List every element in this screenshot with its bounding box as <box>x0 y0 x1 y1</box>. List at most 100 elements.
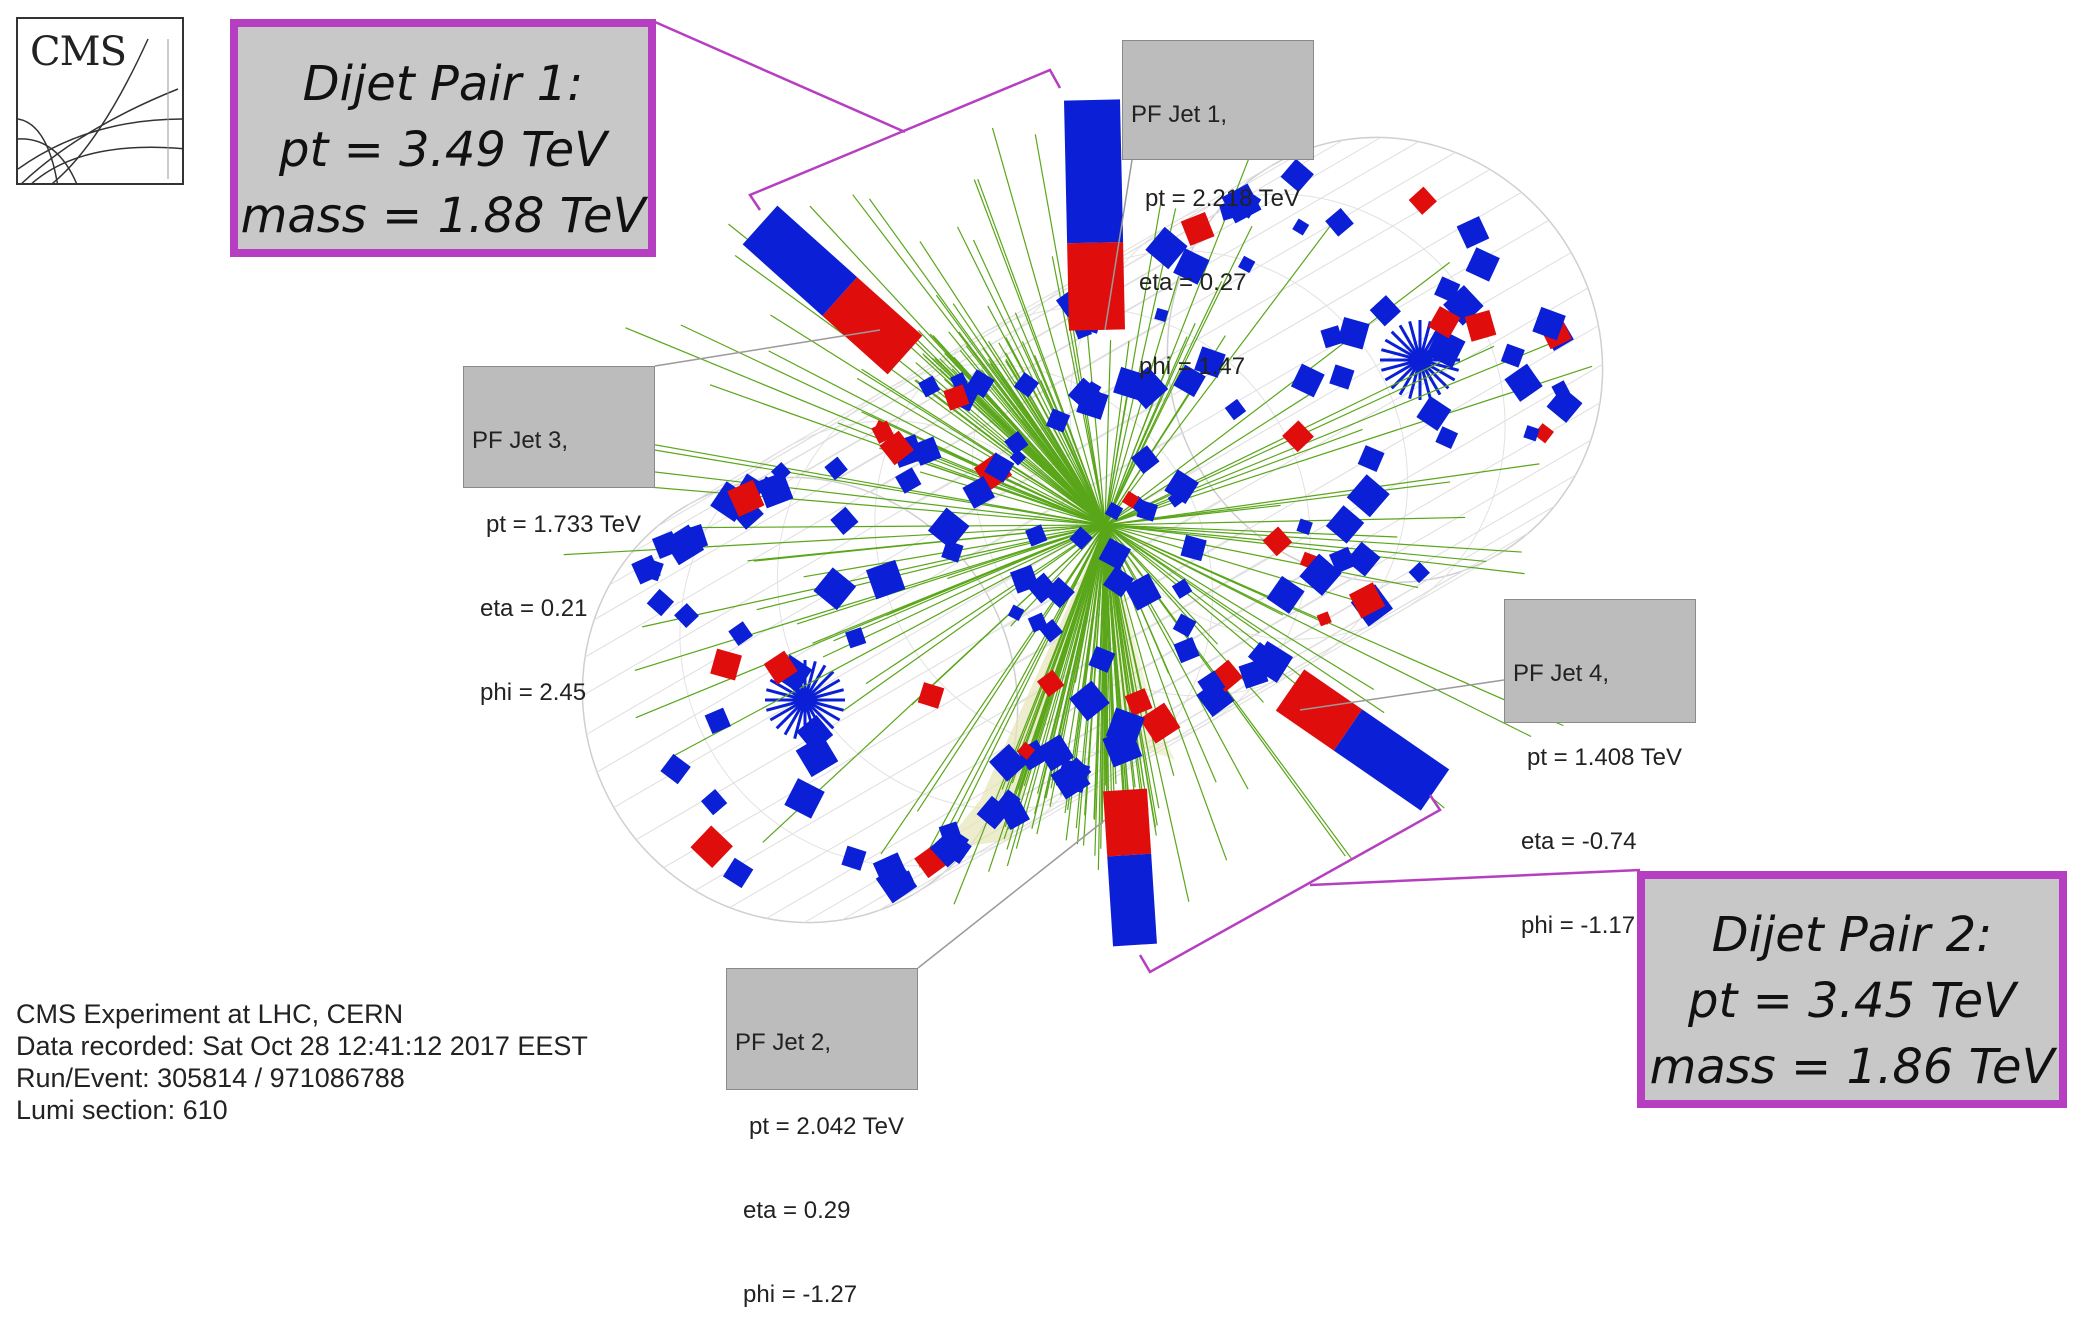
calo-cell <box>1017 741 1036 760</box>
cylinder-mesh-line <box>870 151 1456 493</box>
calo-cell <box>1180 212 1215 246</box>
calo-cell <box>879 430 914 466</box>
dijet-pair-1-mass: mass = 1.88 TeV <box>240 188 646 244</box>
pair-1-connector <box>654 20 906 134</box>
endcap-spoke <box>804 698 841 722</box>
calo-cell <box>1345 541 1381 577</box>
endcap-spoke <box>1380 348 1421 362</box>
jet-4-leader <box>1299 679 1505 711</box>
track <box>1104 524 1385 714</box>
endcap-spoke <box>804 698 845 712</box>
calo-cell <box>1069 526 1093 550</box>
calo-cell <box>1004 430 1029 456</box>
cylinder-mesh-line <box>721 149 1307 490</box>
cylinder-mesh-line <box>904 169 1491 510</box>
track <box>1104 524 1249 790</box>
track <box>1104 524 1487 563</box>
jet-4-pt: pt = 1.408 TeV <box>1527 744 1683 771</box>
track <box>1001 524 1106 790</box>
pair-2-connector <box>1309 868 1641 887</box>
track <box>983 348 1106 526</box>
track <box>1104 516 1466 526</box>
track <box>991 127 1106 526</box>
cylinder-mesh-line <box>963 219 1550 561</box>
track <box>938 524 1106 861</box>
calo-cell <box>1154 307 1169 322</box>
calo-cell <box>1009 449 1027 466</box>
track <box>861 368 1106 526</box>
jet-1-pt: pt = 2.218 TeV <box>1145 185 1301 212</box>
calo-cell <box>722 857 754 889</box>
calo-cell <box>1013 372 1040 398</box>
endcap-spoke <box>1408 320 1422 361</box>
calo-cell <box>1036 669 1065 698</box>
track <box>977 179 1106 526</box>
jet-2-tower-red <box>1103 788 1152 857</box>
jet-2-pt: pt = 2.042 TeV <box>749 1113 905 1140</box>
endcap-spoke <box>765 698 806 712</box>
cylinder-mesh-line <box>936 191 1522 533</box>
cms-logo-text: CMS <box>30 29 127 75</box>
calo-cell <box>663 524 705 566</box>
endcap-spoke <box>1380 358 1421 372</box>
calo-cell <box>1434 276 1461 303</box>
cylinder-mesh-line <box>833 141 1419 483</box>
endcap-spoke <box>1418 359 1442 396</box>
endcap-spoke <box>1390 330 1422 362</box>
track <box>965 345 1106 526</box>
endcap-spoke <box>803 670 835 702</box>
track <box>617 443 1106 526</box>
track <box>1104 524 1145 786</box>
calo-cell <box>1357 445 1385 472</box>
jet-2-eta: eta = 0.29 <box>743 1197 851 1224</box>
track <box>1104 360 1444 526</box>
track <box>1034 524 1106 814</box>
calo-cell <box>1292 218 1310 236</box>
jet-1-label: PF Jet 1, pt = 2.218 TeV eta = 0.27 phi … <box>1122 40 1314 380</box>
leader-lines <box>654 20 1641 974</box>
calo-cell <box>1045 408 1071 433</box>
cylinder-mesh-line <box>912 554 1498 896</box>
track <box>1104 524 1522 553</box>
calo-cell <box>1025 524 1048 547</box>
calo-cell <box>1007 604 1025 622</box>
calo-cell <box>918 375 941 398</box>
track <box>615 483 1106 526</box>
track <box>865 524 1106 685</box>
calo-cell <box>1136 500 1159 522</box>
endcap-spoke <box>1419 358 1460 372</box>
calo-cell <box>1500 343 1525 368</box>
calo-cell <box>728 621 753 646</box>
calo-cell <box>1229 187 1262 219</box>
calo-cell <box>1121 490 1140 509</box>
calo-cell <box>1328 546 1356 574</box>
dijet-pair-2-mass: mass = 1.86 TeV <box>1649 1039 2055 1095</box>
calo-cell <box>1164 469 1199 505</box>
calo-cell <box>1262 526 1293 557</box>
calo-cell <box>1504 363 1543 402</box>
calo-cell <box>1224 398 1247 421</box>
track <box>918 330 1106 526</box>
event-info: CMS Experiment at LHC, CERN Data recorde… <box>16 998 588 1126</box>
endcap-spoke <box>804 678 841 702</box>
calo-cell <box>763 650 798 685</box>
endcap-spoke <box>769 678 806 702</box>
calo-cell <box>770 461 791 482</box>
jet-4-name: PF Jet 4, <box>1513 660 1610 687</box>
calo-cell <box>1523 425 1540 442</box>
jet-3-pt: pt = 1.733 TeV <box>486 511 642 538</box>
calo-cell <box>646 588 675 617</box>
track <box>1104 225 1253 526</box>
calo-cell <box>1280 158 1314 193</box>
calo-cell <box>1145 226 1188 270</box>
track <box>915 379 1106 526</box>
calo-cell <box>1416 396 1452 431</box>
dijet-pair-1-box: Dijet Pair 1: pt = 3.49 TeV mass = 1.88 … <box>230 19 656 257</box>
track <box>1104 481 1451 526</box>
track <box>672 524 1106 757</box>
calo-cell <box>1428 306 1461 339</box>
calo-cell <box>660 753 691 785</box>
calo-cell <box>1316 611 1332 627</box>
calo-cell <box>1069 680 1110 722</box>
track <box>756 524 1106 611</box>
